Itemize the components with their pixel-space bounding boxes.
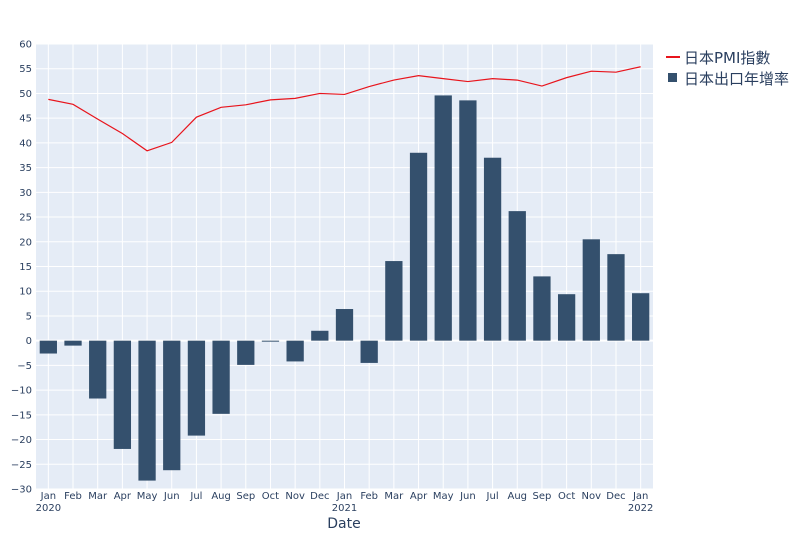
x-tick-label: May xyxy=(433,491,454,502)
bar xyxy=(89,341,106,399)
y-tick-label: −5 xyxy=(17,361,32,372)
y-tick-label: 30 xyxy=(19,188,32,199)
bar xyxy=(459,100,476,340)
x-tick-label: Mar xyxy=(88,491,108,502)
x-tick-label: Aug xyxy=(211,491,231,502)
x-tick-label: Oct xyxy=(558,491,575,502)
legend-label-pmi[interactable]: 日本PMI指數 xyxy=(684,49,770,67)
x-tick-label: Nov xyxy=(285,491,305,502)
x-tick-label: Jun xyxy=(459,491,476,502)
bar xyxy=(484,158,501,341)
y-tick-label: 40 xyxy=(19,138,32,149)
bar xyxy=(311,331,328,341)
bar xyxy=(287,341,304,362)
x-tick-label: Sep xyxy=(533,491,552,502)
bar xyxy=(607,254,624,341)
y-tick-label: 60 xyxy=(19,40,32,51)
y-tick-label: 50 xyxy=(19,89,32,100)
bar xyxy=(533,276,550,340)
x-tick-year-label: 2021 xyxy=(332,503,357,514)
x-tick-label: Feb xyxy=(64,491,82,502)
y-tick-label: 55 xyxy=(19,64,32,75)
x-tick-label: May xyxy=(137,491,158,502)
x-tick-label: Jan xyxy=(40,491,56,502)
x-tick-label: Jul xyxy=(486,491,499,502)
bar xyxy=(361,341,378,363)
x-tick-year-label: 2020 xyxy=(36,503,61,514)
y-tick-label: −25 xyxy=(11,460,32,471)
y-tick-label: 5 xyxy=(26,311,32,322)
bar xyxy=(262,341,279,342)
legend-bar-swatch xyxy=(668,73,677,82)
x-tick-label: Aug xyxy=(507,491,527,502)
bar xyxy=(163,341,180,471)
bar xyxy=(64,341,81,346)
bar xyxy=(410,153,427,341)
bar xyxy=(336,309,353,341)
x-tick-label: Jan xyxy=(336,491,352,502)
bar xyxy=(212,341,229,414)
y-tick-label: 20 xyxy=(19,237,32,248)
y-tick-label: 0 xyxy=(26,336,32,347)
bar xyxy=(558,294,575,340)
legend-label-export[interactable]: 日本出口年增率 xyxy=(684,70,789,88)
x-tick-year-label: 2022 xyxy=(628,503,653,514)
y-axis-ticks: −30 −25 −20 −15 −10 −5 0 5 10 15 20 25 30 35 40 45 50 55 6… xyxy=(11,40,32,496)
x-tick-label: Sep xyxy=(236,491,255,502)
y-tick-label: −15 xyxy=(11,410,32,421)
y-tick-label: 35 xyxy=(19,163,32,174)
y-tick-label: 45 xyxy=(19,114,32,125)
y-tick-label: −10 xyxy=(11,386,32,397)
bar xyxy=(114,341,131,449)
x-tick-label: Dec xyxy=(606,491,625,502)
x-tick-label: Apr xyxy=(114,491,132,502)
y-tick-label: −20 xyxy=(11,435,32,446)
x-tick-label: Dec xyxy=(310,491,329,502)
bar xyxy=(435,95,452,340)
x-tick-label: Oct xyxy=(262,491,279,502)
bar xyxy=(509,211,526,341)
bar xyxy=(188,341,205,436)
x-tick-label: Feb xyxy=(360,491,378,502)
x-axis-title: Date xyxy=(327,516,360,532)
x-tick-label: Nov xyxy=(582,491,602,502)
bar xyxy=(632,293,649,340)
bar xyxy=(385,261,402,341)
bar xyxy=(138,341,155,481)
x-tick-label: Jul xyxy=(189,491,202,502)
x-tick-label: Jun xyxy=(163,491,180,502)
x-tick-label: Apr xyxy=(410,491,428,502)
y-tick-label: 15 xyxy=(19,262,32,273)
y-tick-label: 25 xyxy=(19,213,32,224)
y-tick-label: −30 xyxy=(11,485,32,496)
bar xyxy=(40,341,57,354)
y-tick-label: 10 xyxy=(19,287,32,298)
bar xyxy=(583,239,600,340)
x-tick-label: Jan xyxy=(632,491,648,502)
x-tick-label: Mar xyxy=(384,491,404,502)
bar xyxy=(237,341,254,365)
